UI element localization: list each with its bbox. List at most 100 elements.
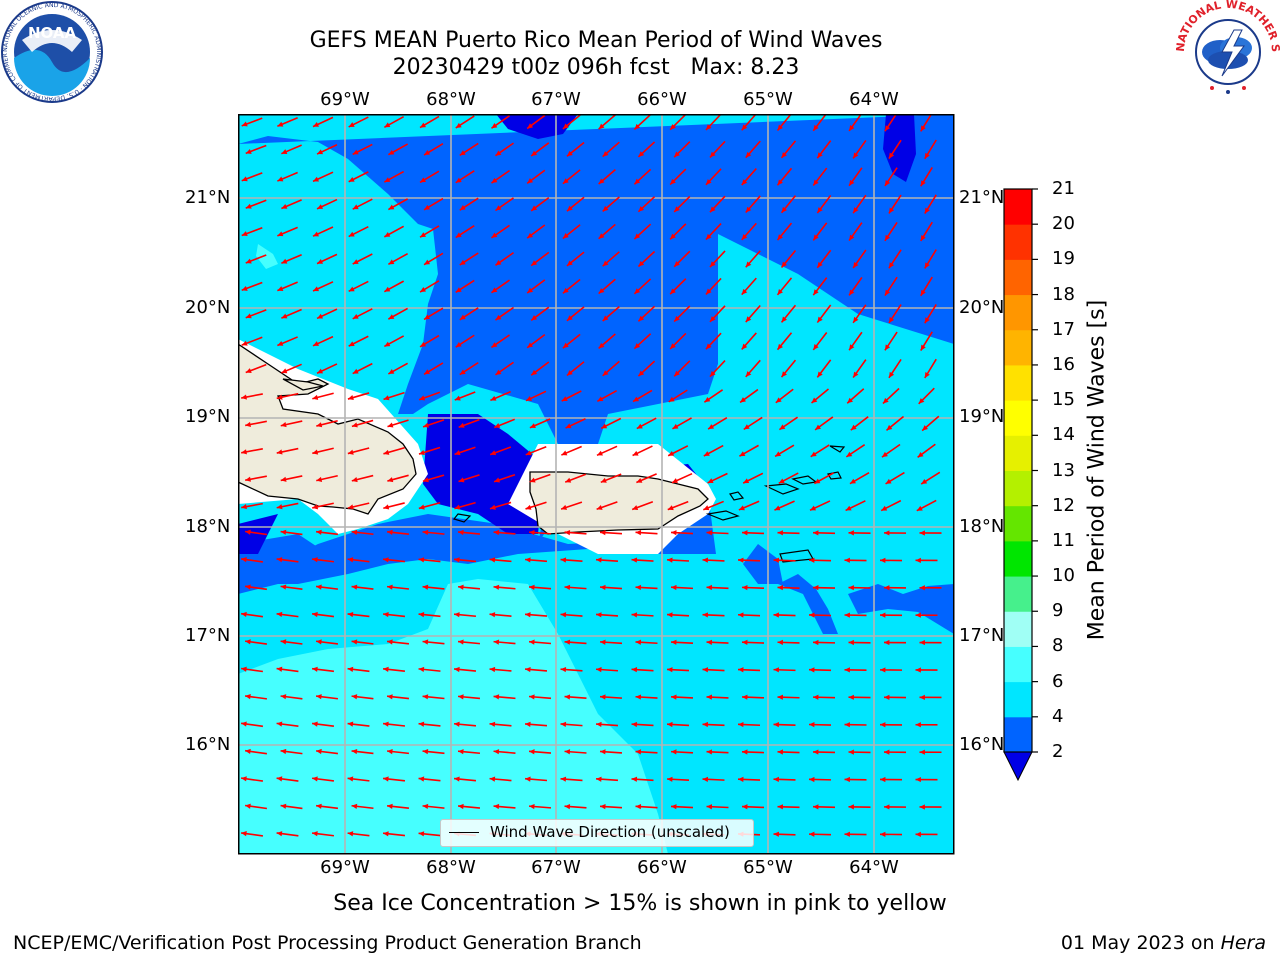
- wind-wave-arrowhead: [277, 340, 284, 346]
- colorbar-title: Mean Period of Wind Waves [s]: [1084, 299, 1110, 641]
- lat-label-right-1: 21°N: [959, 187, 1005, 208]
- wind-wave-arrowhead: [424, 259, 431, 265]
- colorbar-bin-1: [1004, 681, 1032, 718]
- colorbar-tick-label: 15: [1052, 389, 1075, 411]
- wind-wave-arrowhead: [674, 206, 680, 212]
- wind-wave-arrowhead: [924, 152, 930, 159]
- wind-wave-arrowhead: [241, 557, 247, 563]
- wind-wave-arrowhead: [245, 748, 251, 755]
- wind-wave-arrowhead: [280, 584, 287, 590]
- wind-wave-arrowhead: [383, 395, 390, 401]
- wind-wave-arrowhead: [352, 149, 359, 155]
- wind-wave-arrowhead: [924, 207, 930, 214]
- wind-wave-arrowhead: [741, 343, 748, 350]
- wind-wave-arrowhead: [527, 123, 534, 129]
- wind-wave-arrowhead: [455, 232, 462, 238]
- wind-wave-arrowhead: [924, 317, 930, 324]
- wind-wave-arrowhead: [919, 804, 925, 810]
- wind-wave-arrowhead: [276, 449, 283, 455]
- wind-wave-arrowhead: [705, 343, 712, 350]
- wind-wave-arrowhead: [489, 776, 496, 782]
- wind-wave-arrowhead: [495, 314, 502, 321]
- wind-wave-arrowhead: [738, 721, 744, 728]
- wind-wave-arrowhead: [241, 176, 248, 182]
- wind-wave-arrowhead: [454, 612, 460, 618]
- wind-wave-arrowhead: [919, 639, 925, 646]
- wind-wave-arrowhead: [846, 451, 853, 457]
- date-value: 01 May 2023 on: [1060, 932, 1221, 954]
- wind-wave-arrowhead: [915, 776, 921, 783]
- wind-wave-arrowhead: [638, 151, 645, 157]
- wind-wave-arrowhead: [777, 234, 783, 241]
- wind-wave-arrowhead: [849, 344, 855, 351]
- wind-wave-arrowhead: [919, 694, 925, 700]
- wind-wave-arrowhead: [738, 776, 744, 782]
- wind-wave-arrowhead: [459, 369, 466, 375]
- wind-wave-arrowhead: [424, 204, 431, 210]
- wind-wave-arrowhead: [635, 584, 642, 591]
- wind-wave-arrowhead: [422, 584, 429, 590]
- colorbar-bin-10: [1004, 364, 1032, 401]
- wind-wave-arrowhead: [422, 529, 429, 536]
- wind-wave-arrowhead: [458, 529, 464, 536]
- wind-wave-arrowhead: [919, 585, 925, 591]
- wind-wave-arrowhead: [280, 476, 287, 482]
- wind-wave-arrowhead: [419, 395, 426, 401]
- lat-label-left-6: 16°N: [185, 734, 231, 755]
- wind-wave-arrowhead: [635, 694, 642, 700]
- wind-wave-arrowhead: [529, 423, 536, 429]
- wind-wave-arrowhead: [388, 259, 395, 265]
- wind-wave-arrowhead: [850, 424, 857, 431]
- wind-wave-arrowhead: [849, 125, 855, 131]
- wind-wave-arrowhead: [598, 342, 605, 349]
- wind-wave-arrowhead: [915, 612, 921, 618]
- wind-wave-arrowhead: [636, 423, 643, 429]
- wind-wave-arrowhead: [739, 451, 746, 457]
- wind-wave-arrowhead: [489, 721, 496, 727]
- wind-wave-arrowhead: [245, 476, 251, 482]
- wind-wave-arrowhead: [455, 342, 462, 348]
- wind-wave-arrowhead: [848, 694, 854, 700]
- colorbar-tick-label: 14: [1052, 424, 1075, 446]
- wind-wave-arrowhead: [671, 694, 677, 700]
- wind-wave-arrowhead: [347, 776, 354, 782]
- wind-wave-arrowhead: [387, 584, 393, 590]
- wind-wave-arrowhead: [347, 449, 354, 455]
- wind-wave-arrowhead: [813, 124, 819, 131]
- wind-wave-arrowhead: [564, 639, 571, 645]
- wind-wave-arrowhead: [351, 422, 358, 428]
- colorbar-tick-label: 8: [1052, 635, 1064, 657]
- wind-wave-arrowhead: [672, 423, 679, 429]
- wind-wave-arrowhead: [277, 176, 284, 182]
- wind-wave-arrowhead: [813, 234, 819, 241]
- wind-wave-arrowhead: [495, 205, 502, 211]
- wind-wave-arrowhead: [418, 776, 425, 782]
- wind-wave-arrowhead: [245, 529, 251, 535]
- wind-wave-arrowhead: [671, 749, 677, 755]
- wind-wave-arrowhead: [458, 749, 464, 755]
- wind-wave-arrowhead: [383, 504, 390, 510]
- map-frame: [238, 114, 955, 855]
- wind-wave-arrowhead: [562, 233, 569, 239]
- wind-wave-arrowhead: [742, 804, 748, 810]
- wind-wave-arrowhead: [632, 505, 639, 511]
- wind-wave-arrowhead: [638, 370, 645, 377]
- wind-wave-arrowhead: [884, 694, 890, 700]
- wind-wave-arrowhead: [351, 529, 358, 535]
- wind-wave-arrowhead: [241, 449, 247, 455]
- wind-wave-arrowhead: [779, 424, 786, 430]
- wind-wave-arrowhead: [674, 370, 680, 377]
- wind-wave-arrowhead: [347, 831, 354, 837]
- colorbar-bin-3: [1004, 611, 1032, 647]
- wind-wave-arrowhead: [241, 231, 248, 237]
- wind-wave-arrowhead: [313, 341, 320, 346]
- wind-wave-arrowhead: [706, 749, 713, 755]
- wind-wave-arrowhead: [313, 286, 320, 292]
- wind-wave-arrowhead: [245, 368, 252, 374]
- wind-wave-arrowhead: [245, 584, 251, 590]
- wind-wave-arrowhead: [702, 776, 709, 782]
- wind-wave-arrowhead: [738, 667, 744, 673]
- wind-wave-arrowhead: [853, 207, 859, 214]
- wind-wave-arrowhead: [280, 803, 287, 809]
- wind-wave-arrowhead: [565, 477, 572, 483]
